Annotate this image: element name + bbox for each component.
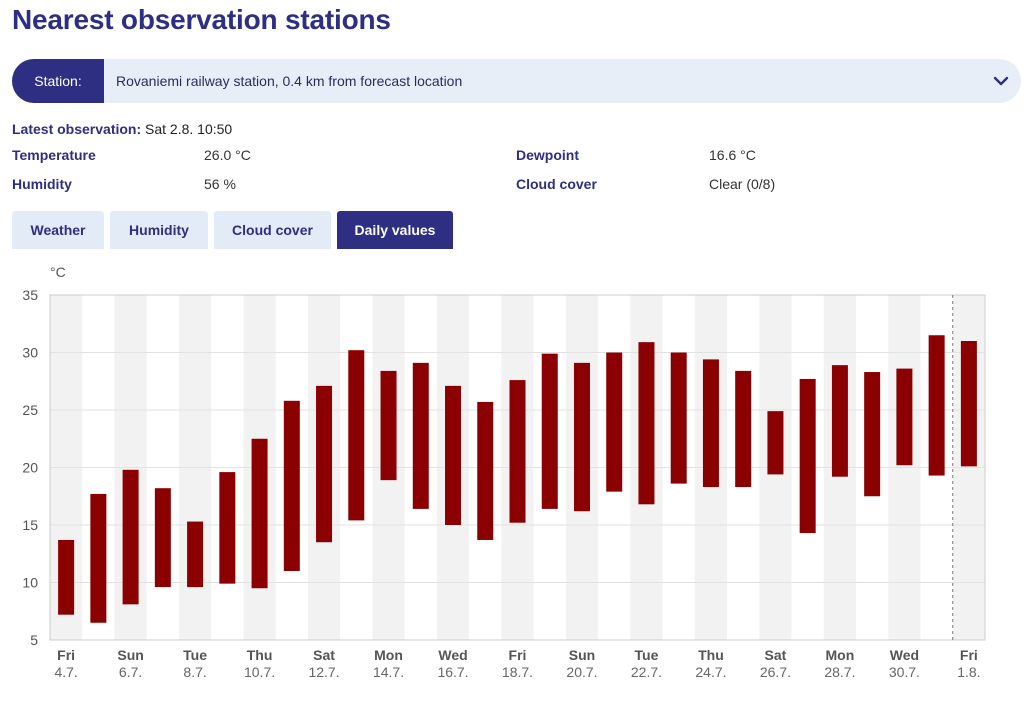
temp-range-bar xyxy=(251,438,268,589)
temp-range-bar xyxy=(767,411,784,475)
x-tick-day: Tue xyxy=(635,647,659,663)
temp-range-bar xyxy=(90,493,107,623)
page-title: Nearest observation stations xyxy=(12,4,391,35)
tab-weather[interactable]: Weather xyxy=(12,211,104,249)
temp-range-bar xyxy=(541,353,558,509)
temp-range-bar xyxy=(219,472,236,584)
x-tick-date: 8.7. xyxy=(183,664,206,680)
x-tick-date: 28.7. xyxy=(824,664,855,680)
temp-range-bar xyxy=(735,370,752,488)
x-tick-day: Thu xyxy=(247,647,273,663)
temp-range-bar xyxy=(606,352,623,492)
latest-observation: Latest observation: Sat 2.8. 10:50 xyxy=(12,121,232,137)
temp-range-bar xyxy=(380,370,397,481)
y-tick-label: 35 xyxy=(22,287,38,303)
temperature-value: 26.0 °C xyxy=(204,147,251,163)
temp-range-bar xyxy=(509,380,526,523)
temperature-label: Temperature xyxy=(12,147,96,163)
x-tick-day: Thu xyxy=(698,647,724,663)
x-tick-date: 30.7. xyxy=(889,664,920,680)
temp-range-bar xyxy=(58,539,75,615)
humidity-label: Humidity xyxy=(12,176,72,192)
x-tick-date: 12.7. xyxy=(308,664,339,680)
chevron-down-icon[interactable] xyxy=(981,76,1021,86)
x-tick-date: 10.7. xyxy=(244,664,275,680)
latest-observation-value: Sat 2.8. 10:50 xyxy=(145,121,233,137)
y-tick-label: 20 xyxy=(22,460,38,476)
y-tick-label: 10 xyxy=(22,575,38,591)
station-select[interactable]: Station: Rovaniemi railway station, 0.4 … xyxy=(12,59,1021,103)
temp-range-bar xyxy=(864,372,881,497)
y-tick-label: 5 xyxy=(30,632,38,648)
station-value: Rovaniemi railway station, 0.4 km from f… xyxy=(116,73,463,89)
x-tick-day: Sun xyxy=(117,647,143,663)
x-tick-day: Sun xyxy=(569,647,595,663)
temp-range-bar xyxy=(928,335,945,476)
x-tick-date: 20.7. xyxy=(566,664,597,680)
x-tick-day: Wed xyxy=(890,647,919,663)
tab-cloud-cover[interactable]: Cloud cover xyxy=(214,211,331,249)
temp-range-bar xyxy=(187,521,204,588)
x-tick-date: 1.8. xyxy=(957,664,980,680)
station-label: Station: xyxy=(12,59,104,103)
plot-frame xyxy=(49,294,986,641)
temp-range-bar xyxy=(670,352,687,484)
x-tick-day: Tue xyxy=(183,647,207,663)
humidity-value: 56 % xyxy=(204,176,236,192)
cloud-cover-value: Clear (0/8) xyxy=(709,176,776,192)
x-tick-day: Fri xyxy=(960,647,978,663)
temp-range-bar xyxy=(477,401,494,540)
temp-range-bar xyxy=(154,488,171,588)
x-tick-date: 22.7. xyxy=(631,664,662,680)
x-tick-date: 6.7. xyxy=(119,664,142,680)
y-tick-label: 30 xyxy=(22,345,38,361)
latest-observation-label: Latest observation: xyxy=(12,121,142,137)
temp-range-bar xyxy=(283,400,300,571)
x-tick-day: Fri xyxy=(57,647,75,663)
y-axis-unit: °C xyxy=(50,264,66,280)
temp-range-bar xyxy=(573,362,590,512)
x-tick-day: Sat xyxy=(765,647,787,663)
y-tick-label: 25 xyxy=(22,402,38,418)
temp-range-bar xyxy=(799,378,816,534)
y-tick-label: 15 xyxy=(22,517,38,533)
dewpoint-label: Dewpoint xyxy=(516,147,579,163)
temp-range-bar xyxy=(412,362,429,509)
daily-temperature-chart: 5101520253035°CFri4.7.Sun6.7.Tue8.7.Thu1… xyxy=(22,264,986,680)
tab-humidity[interactable]: Humidity xyxy=(110,211,208,249)
x-tick-date: 14.7. xyxy=(373,664,404,680)
temp-range-bar xyxy=(348,350,365,521)
temp-range-bar xyxy=(122,469,139,605)
temp-range-bar xyxy=(638,342,655,505)
x-tick-date: 16.7. xyxy=(437,664,468,680)
temp-range-bar xyxy=(316,385,333,543)
x-tick-date: 24.7. xyxy=(695,664,726,680)
x-tick-day: Mon xyxy=(374,647,403,663)
temp-range-bar xyxy=(445,385,462,525)
temp-range-bar xyxy=(960,341,977,467)
x-tick-day: Sat xyxy=(313,647,335,663)
tab-daily-values[interactable]: Daily values xyxy=(337,211,453,249)
x-tick-day: Mon xyxy=(826,647,855,663)
temp-range-bar xyxy=(702,359,719,488)
temp-range-bar xyxy=(831,365,848,477)
x-tick-date: 4.7. xyxy=(54,664,77,680)
x-tick-day: Fri xyxy=(509,647,527,663)
dewpoint-value: 16.6 °C xyxy=(709,147,756,163)
temp-range-bar xyxy=(896,368,913,466)
x-tick-date: 26.7. xyxy=(760,664,791,680)
cloud-cover-label: Cloud cover xyxy=(516,176,597,192)
x-tick-date: 18.7. xyxy=(502,664,533,680)
x-tick-day: Wed xyxy=(438,647,467,663)
